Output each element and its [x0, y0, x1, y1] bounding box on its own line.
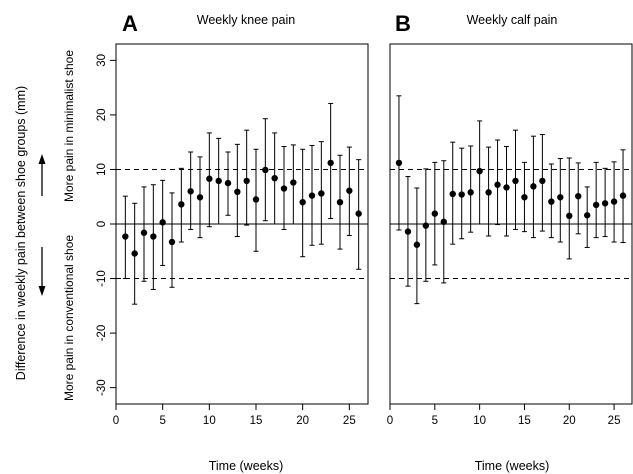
- data-point: [178, 201, 185, 208]
- data-point: [395, 159, 403, 167]
- x-tick-label: 25: [608, 415, 621, 427]
- x-axis-title: Time (weeks): [475, 459, 550, 473]
- data-point: [280, 185, 288, 192]
- y-tick-label: 30: [96, 54, 108, 67]
- panel-title: Weekly knee pain: [197, 13, 295, 27]
- data-point: [530, 183, 537, 190]
- data-point: [422, 222, 430, 229]
- data-point: [404, 228, 412, 235]
- data-point: [413, 241, 421, 248]
- data-point: [168, 238, 176, 246]
- x-tick-label: 15: [518, 415, 531, 427]
- data-point: [215, 177, 222, 185]
- data-point: [521, 194, 528, 201]
- data-point: [355, 210, 362, 217]
- data-point: [494, 181, 501, 188]
- data-point: [224, 179, 232, 187]
- panel-marks: 0 5 10 15 20 25: [387, 95, 632, 427]
- panel-label: A: [122, 11, 138, 36]
- data-point: [234, 188, 241, 196]
- data-point: [346, 187, 353, 194]
- x-axis-title: Time (weeks): [209, 459, 284, 473]
- data-point: [431, 210, 439, 217]
- panel-label: B: [395, 11, 411, 36]
- data-point: [196, 194, 204, 201]
- data-point: [583, 212, 591, 219]
- x-tick-label: 5: [432, 415, 438, 427]
- data-point: [271, 174, 278, 182]
- y-tick-label: -20: [96, 325, 108, 342]
- panel-knee-pain: A Weekly knee pain Time (weeks) 0 5 10 15 20…: [96, 11, 369, 473]
- panel-marks: 0 5 10 15 20 25 -30 -20 -10 0 10 20 30: [96, 54, 368, 427]
- x-tick-label: 5: [159, 415, 165, 427]
- data-point: [187, 188, 194, 195]
- data-point: [252, 196, 260, 203]
- annotation-minimalist: More pain in minimalist shoe: [62, 50, 76, 202]
- panel-title: Weekly calf pain: [467, 13, 558, 27]
- data-point: [548, 198, 555, 205]
- data-point: [308, 192, 316, 199]
- data-point: [467, 189, 474, 196]
- y-axis-title: Difference in weekly pain between shoe g…: [14, 86, 28, 380]
- y-tick-label: 0: [96, 221, 108, 227]
- data-point: [262, 166, 269, 174]
- y-tick-label: -10: [96, 270, 108, 287]
- data-point: [122, 233, 129, 240]
- x-tick-label: 10: [203, 415, 216, 427]
- data-point: [566, 212, 573, 220]
- data-point: [449, 190, 456, 198]
- data-point: [159, 219, 166, 226]
- data-point: [150, 233, 157, 240]
- data-point: [458, 191, 465, 198]
- data-point: [610, 198, 618, 205]
- data-point: [601, 200, 609, 207]
- data-point: [336, 198, 344, 206]
- data-point: [299, 198, 306, 206]
- data-point: [512, 177, 519, 185]
- x-tick-label: 15: [250, 415, 263, 427]
- data-point: [592, 201, 600, 209]
- data-point: [440, 218, 447, 226]
- data-point: [619, 192, 627, 199]
- x-tick-label: 0: [113, 415, 119, 427]
- y-tick-label: -30: [96, 379, 108, 396]
- x-tick-label: 10: [473, 415, 486, 427]
- x-tick-label: 20: [296, 415, 309, 427]
- data-point: [131, 250, 138, 257]
- x-tick-label: 0: [387, 415, 393, 427]
- data-point: [206, 175, 213, 182]
- data-point: [503, 184, 510, 191]
- data-point: [318, 190, 325, 197]
- data-point: [140, 229, 148, 236]
- down-arrow-icon: [38, 247, 46, 296]
- data-point: [539, 177, 546, 185]
- panel-calf-pain: B Weekly calf pain Time (weeks) 0 5 10 15 20…: [387, 11, 633, 473]
- annotation-conventional: More pain in conventional shoe: [62, 235, 76, 401]
- data-point: [327, 159, 334, 167]
- data-point: [557, 194, 564, 201]
- data-point: [575, 192, 582, 200]
- y-tick-label: 20: [96, 109, 108, 122]
- data-point: [485, 189, 492, 196]
- up-arrow-icon: [38, 154, 46, 196]
- data-point: [476, 167, 483, 175]
- data-point: [243, 177, 250, 185]
- y-tick-label: 10: [96, 163, 108, 176]
- x-tick-label: 25: [343, 415, 356, 427]
- data-point: [290, 179, 297, 186]
- x-tick-label: 20: [563, 415, 576, 427]
